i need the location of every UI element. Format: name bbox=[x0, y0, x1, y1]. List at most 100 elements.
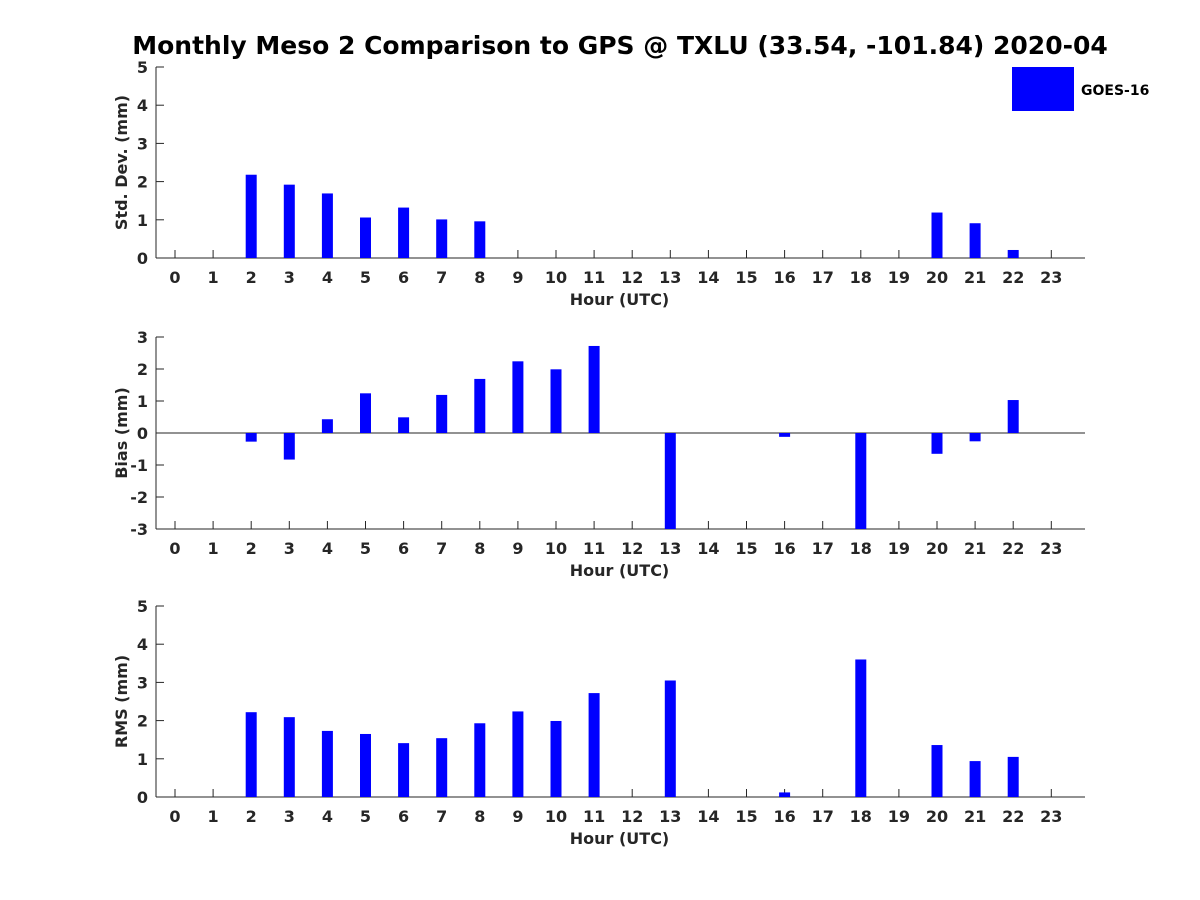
x-tick-label: 6 bbox=[398, 539, 409, 558]
x-tick-label: 14 bbox=[697, 539, 719, 558]
bar-hour-4 bbox=[321, 419, 333, 433]
y-tick-label: -2 bbox=[130, 488, 148, 507]
x-tick-label: 8 bbox=[474, 268, 485, 287]
y-tick-label: 1 bbox=[137, 750, 148, 769]
bar-hour-22 bbox=[1007, 400, 1019, 433]
y-tick-label: 5 bbox=[137, 597, 148, 616]
bar-hour-2 bbox=[245, 174, 257, 258]
bar-hour-6 bbox=[398, 207, 410, 258]
x-tick-label: 12 bbox=[621, 268, 643, 287]
legend-label: GOES-16 bbox=[1081, 83, 1149, 99]
bar-hour-16 bbox=[779, 433, 791, 437]
x-tick-label: 1 bbox=[208, 268, 219, 287]
x-tick-label: 18 bbox=[850, 539, 872, 558]
y-tick-label: -1 bbox=[130, 456, 148, 475]
x-tick-label: 22 bbox=[1002, 539, 1024, 558]
bar-hour-4 bbox=[321, 730, 333, 797]
x-tick-label: 21 bbox=[964, 807, 986, 826]
x-tick-label: 1 bbox=[208, 807, 219, 826]
bar-hour-4 bbox=[321, 193, 333, 258]
x-tick-label: 12 bbox=[621, 807, 643, 826]
bar-hour-7 bbox=[436, 219, 448, 258]
x-tick-label: 13 bbox=[659, 539, 681, 558]
x-tick-label: 11 bbox=[583, 268, 605, 287]
y-tick-label: 2 bbox=[137, 360, 148, 379]
bar-hour-7 bbox=[436, 738, 448, 797]
x-tick-label: 11 bbox=[583, 807, 605, 826]
x-tick-label: 22 bbox=[1002, 268, 1024, 287]
bar-hour-18 bbox=[855, 659, 867, 797]
x-tick-label: 14 bbox=[697, 807, 719, 826]
bar-hour-8 bbox=[474, 723, 486, 797]
bar-hour-6 bbox=[398, 417, 410, 433]
x-tick-label: 17 bbox=[812, 539, 834, 558]
x-tick-label: 19 bbox=[888, 539, 910, 558]
x-tick-label: 3 bbox=[284, 807, 295, 826]
bars bbox=[245, 174, 1019, 258]
x-tick-label: 18 bbox=[850, 268, 872, 287]
x-tick-label: 15 bbox=[735, 539, 757, 558]
x-tick-label: 21 bbox=[964, 539, 986, 558]
bar-hour-10 bbox=[550, 369, 562, 433]
x-tick-label: 5 bbox=[360, 807, 371, 826]
bar-hour-21 bbox=[969, 223, 981, 258]
bar-hour-8 bbox=[474, 378, 486, 433]
bar-hour-8 bbox=[474, 221, 486, 258]
y-tick-label: 4 bbox=[137, 96, 148, 115]
y-tick-label: 1 bbox=[137, 392, 148, 411]
bar-hour-3 bbox=[283, 433, 295, 460]
x-tick-label: 5 bbox=[360, 539, 371, 558]
x-tick-label: 3 bbox=[284, 268, 295, 287]
x-tick-label: 0 bbox=[169, 268, 180, 287]
x-tick-label: 12 bbox=[621, 539, 643, 558]
bar-hour-6 bbox=[398, 743, 410, 797]
bar-hour-9 bbox=[512, 711, 524, 797]
x-tick-label: 4 bbox=[322, 807, 333, 826]
x-tick-label: 10 bbox=[545, 807, 567, 826]
x-tick-label: 11 bbox=[583, 539, 605, 558]
x-tick-label: 6 bbox=[398, 807, 409, 826]
y-tick-label: 0 bbox=[137, 788, 148, 807]
bar-hour-13 bbox=[664, 680, 676, 797]
x-tick-label: 0 bbox=[169, 539, 180, 558]
bar-hour-10 bbox=[550, 720, 562, 797]
bar-hour-21 bbox=[969, 761, 981, 797]
bars bbox=[245, 659, 1019, 797]
x-tick-label: 6 bbox=[398, 268, 409, 287]
x-tick-label: 9 bbox=[512, 539, 523, 558]
x-tick-label: 20 bbox=[926, 539, 948, 558]
bars bbox=[245, 345, 1019, 529]
x-tick-label: 3 bbox=[284, 539, 295, 558]
x-tick-label: 23 bbox=[1040, 539, 1062, 558]
bar-hour-22 bbox=[1007, 756, 1019, 797]
bar-hour-5 bbox=[360, 733, 371, 797]
x-tick-label: 23 bbox=[1040, 268, 1062, 287]
x-tick-label: 20 bbox=[926, 268, 948, 287]
y-tick-label: 2 bbox=[137, 712, 148, 731]
x-tick-label: 10 bbox=[545, 268, 567, 287]
x-tick-label: 2 bbox=[246, 268, 257, 287]
x-tick-label: 14 bbox=[697, 268, 719, 287]
x-tick-label: 16 bbox=[773, 539, 795, 558]
legend: GOES-16 bbox=[1012, 67, 1149, 111]
y-axis-label: RMS (mm) bbox=[112, 655, 131, 748]
chart-title: Monthly Meso 2 Comparison to GPS @ TXLU … bbox=[132, 31, 1108, 60]
x-tick-label: 9 bbox=[512, 807, 523, 826]
x-tick-label: 15 bbox=[735, 268, 757, 287]
x-tick-label: 18 bbox=[850, 807, 872, 826]
x-tick-label: 16 bbox=[773, 268, 795, 287]
bar-hour-20 bbox=[931, 212, 943, 258]
x-tick-label: 1 bbox=[208, 539, 219, 558]
y-tick-label: 3 bbox=[137, 328, 148, 347]
y-axis-label: Bias (mm) bbox=[112, 387, 131, 479]
x-tick-label: 0 bbox=[169, 807, 180, 826]
y-tick-label: 3 bbox=[137, 673, 148, 692]
x-tick-label: 17 bbox=[812, 268, 834, 287]
bar-hour-9 bbox=[512, 361, 524, 433]
x-axis-label: Hour (UTC) bbox=[570, 829, 670, 848]
x-tick-label: 2 bbox=[246, 539, 257, 558]
